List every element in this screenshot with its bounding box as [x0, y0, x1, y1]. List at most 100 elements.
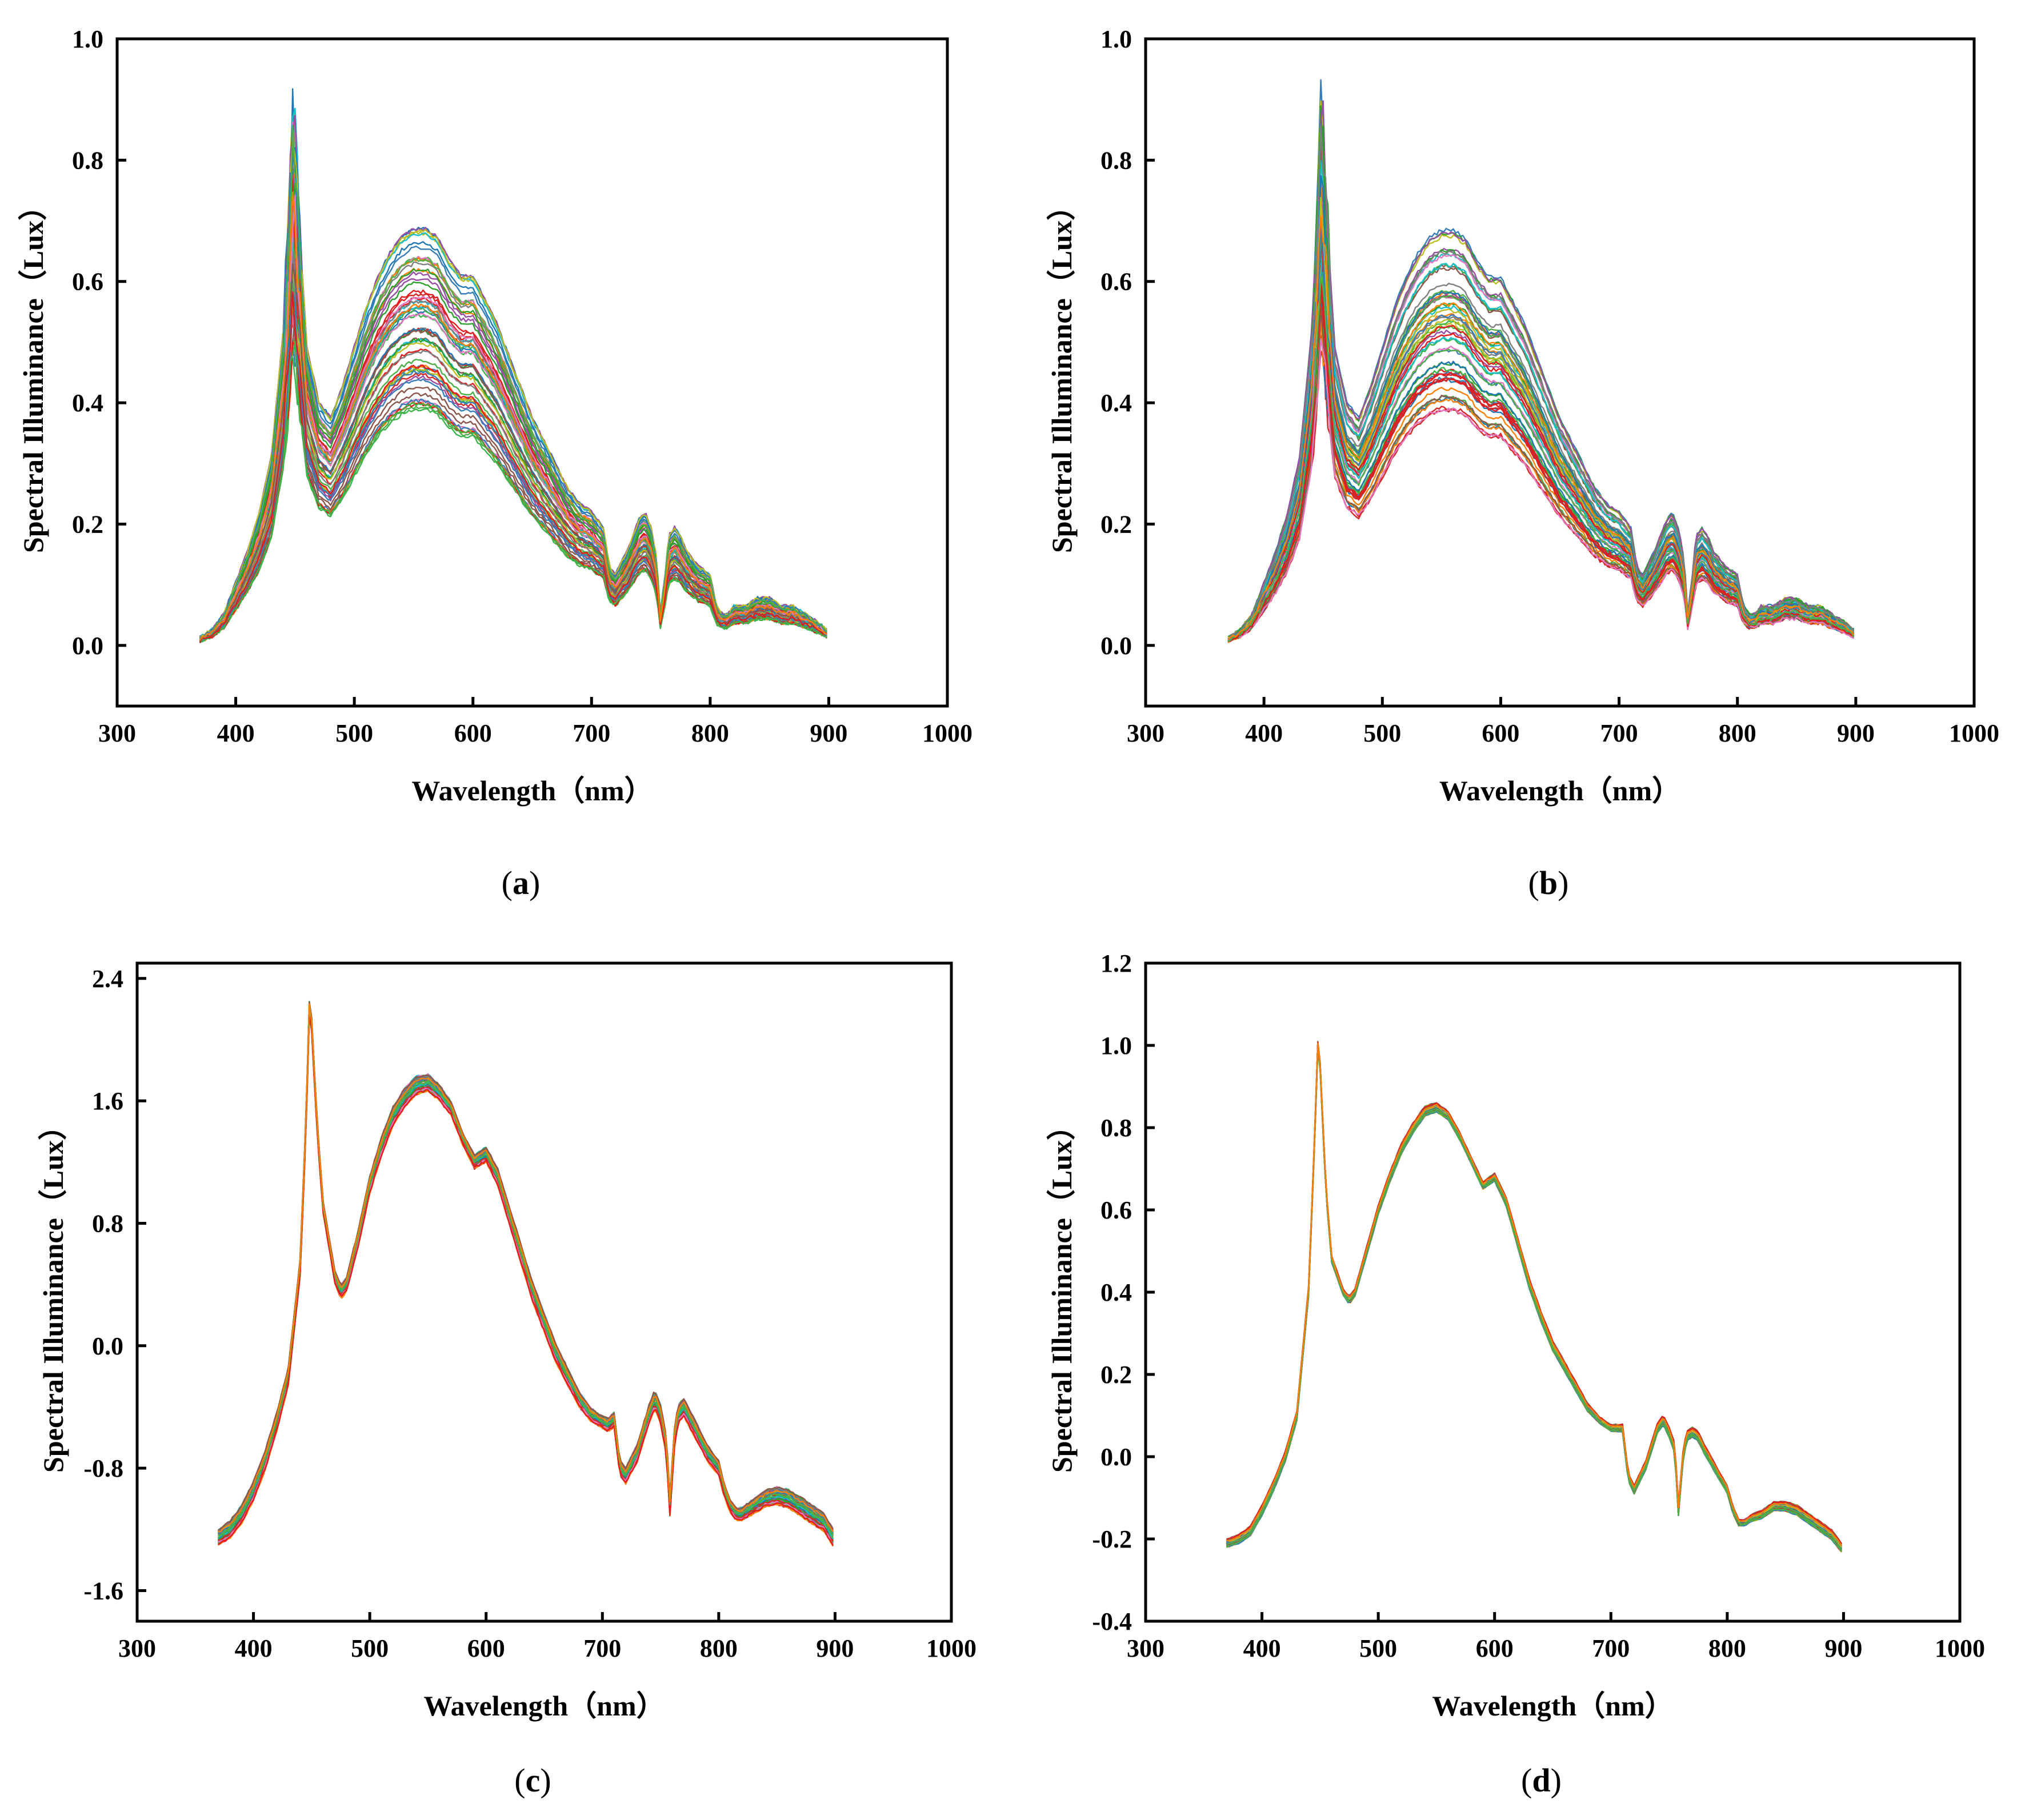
panel-a-frame: [115, 37, 949, 708]
panel-a-series-line: [199, 244, 827, 643]
panel-a-y-tick-label: 1.0: [72, 25, 103, 53]
panel-b-x-tick-label: 300: [1127, 719, 1164, 747]
panel-b-y-axis-title: Spectral Illuminance（Lux）: [1046, 192, 1078, 553]
panel-a-x-tick-label: 500: [335, 719, 373, 747]
panel-c-x-tick-label: 600: [467, 1634, 505, 1662]
panel-b-ticks: 300 400 500 600 700 800 900 1000 0.0 0.2 0.4 0.6 0.8…: [1100, 25, 1999, 747]
panel-d-y-tick-label: 0.6: [1100, 1196, 1132, 1224]
panel-a-y-tick-label: 0.8: [72, 146, 103, 174]
panel-b-y-tick-label: 0.0: [1100, 632, 1132, 660]
panel-c-y-tick-label: 2.4: [92, 965, 123, 993]
panel-b-x-tick-label: 900: [1837, 719, 1875, 747]
panel-c-x-tick-label: 700: [583, 1634, 621, 1662]
panel-c-x-axis-title: Wavelength（nm）: [423, 1690, 665, 1722]
panel-d-y-tick-label: 0.8: [1100, 1114, 1132, 1142]
panel-a-ticks: 300 400 500 600 700 800 900 1000 0.0 0.2 0.4 0.6 0.8…: [72, 25, 973, 747]
panel-d-curves: [1226, 1040, 1842, 1553]
panel-c-y-tick-label: 0.8: [92, 1209, 123, 1237]
panel-b-y-tick-label: 0.2: [1100, 510, 1132, 538]
panel-b-x-tick-label: 800: [1719, 719, 1756, 747]
panel-d-x-tick-label: 1000: [1935, 1634, 1985, 1662]
panel-d-x-tick-label: 600: [1476, 1634, 1514, 1662]
panel-d-x-tick-label: 400: [1243, 1634, 1281, 1662]
panel-d-y-tick-label: 0.2: [1100, 1361, 1132, 1389]
panel-d-caption: (d): [1521, 1762, 1562, 1799]
panel-b-series-line: [1227, 125, 1854, 640]
panel-b-series-line: [1227, 208, 1854, 639]
panel-d-y-tick-label: 0.0: [1100, 1443, 1132, 1471]
panel-a-series-line: [199, 340, 827, 643]
panel-a-y-tick-label: 0.2: [72, 510, 103, 538]
panel-c-x-tick-label: 1000: [926, 1634, 977, 1662]
panel-b-x-tick-label: 600: [1482, 719, 1519, 747]
panel-b-y-tick-label: 0.8: [1100, 146, 1132, 174]
panel-d-series-line: [1226, 1043, 1842, 1546]
panel-d-caption-letter: d: [1532, 1762, 1550, 1799]
panel-c-caption-letter: c: [526, 1762, 541, 1799]
panel-c-caption: (c): [514, 1762, 551, 1799]
panel-c-x-tick-label: 900: [816, 1634, 854, 1662]
panel-b-curves: [1227, 79, 1854, 643]
panel-a-series-line: [199, 125, 827, 640]
panel-d-y-tick-label: 1.0: [1100, 1032, 1132, 1060]
panel-c-y-tick-label: -0.8: [83, 1454, 123, 1482]
panel-b-series-line: [1227, 280, 1854, 642]
panel-d-y-tick-label: -0.2: [1092, 1525, 1132, 1553]
panel-a-x-tick-label: 800: [691, 719, 729, 747]
panel-d-y-tick-label: 0.4: [1100, 1278, 1132, 1306]
panel-b-plot-area: [1146, 39, 1974, 706]
panel-c: 300 400 500 600 700 800 900 1000 -1.6 -0.8 0.0 0.8 1…: [37, 961, 977, 1799]
panel-a-y-tick-label: 0.0: [72, 632, 103, 660]
panel-a-x-tick-label: 600: [454, 719, 492, 747]
panel-a-x-tick-label: 700: [573, 719, 610, 747]
panel-c-x-tick-label: 800: [700, 1634, 738, 1662]
panel-d: 300 400 500 600 700 800 900 1000 -0.4 -0.2 0.0 0.2 0…: [1046, 949, 1985, 1799]
panel-c-ticks: 300 400 500 600 700 800 900 1000 -1.6 -0.8 0.0 0.8 1…: [83, 965, 977, 1662]
panel-b-y-tick-label: 0.6: [1100, 268, 1132, 296]
panel-d-ticks: 300 400 500 600 700 800 900 1000 -0.4 -0.2 0.0 0.2 0…: [1092, 949, 1985, 1662]
panel-a-plot-area: [117, 39, 947, 706]
panel-b-x-axis-title: Wavelength（nm）: [1439, 775, 1680, 807]
panel-b-y-tick-label: 1.0: [1100, 25, 1132, 53]
panel-d-x-tick-label: 500: [1359, 1634, 1397, 1662]
panel-a-caption: (a): [502, 864, 541, 901]
panel-a-caption-letter: a: [513, 864, 529, 901]
panel-c-x-tick-label: 500: [351, 1634, 389, 1662]
panel-a-x-tick-label: 900: [810, 719, 847, 747]
panel-a-x-tick-label: 300: [98, 719, 136, 747]
panel-c-y-tick-label: -1.6: [83, 1577, 123, 1605]
panel-b-caption-letter: b: [1539, 864, 1558, 901]
panel-d-y-tick-label: 1.2: [1100, 949, 1132, 977]
panel-c-x-tick-label: 300: [118, 1634, 156, 1662]
panel-a-x-tick-label: 400: [217, 719, 255, 747]
panel-c-y-tick-label: 1.6: [92, 1087, 123, 1115]
panel-d-x-tick-label: 800: [1708, 1634, 1746, 1662]
panel-b-frame: [1144, 37, 1976, 708]
panel-a-y-tick-label: 0.6: [72, 268, 103, 296]
panel-c-series-line: [218, 1003, 834, 1533]
panel-a-x-tick-label: 1000: [922, 719, 973, 747]
panel-b-x-tick-label: 500: [1363, 719, 1401, 747]
panel-c-frame: [135, 961, 953, 1623]
panel-d-y-tick-label: -0.4: [1092, 1607, 1132, 1635]
panel-b-x-tick-label: 700: [1600, 719, 1638, 747]
panel-a: 300 400 500 600 700 800 900 1000 0.0 0.2 0.4 0.6 0.8…: [17, 25, 973, 901]
panel-b-series-line: [1227, 215, 1854, 640]
panel-d-x-tick-label: 300: [1127, 1634, 1164, 1662]
panel-b-x-tick-label: 1000: [1949, 719, 1999, 747]
panel-d-y-axis-title: Spectral Illuminance（Lux）: [1046, 1112, 1078, 1473]
panel-a-x-axis-title: Wavelength（nm）: [411, 775, 653, 807]
panel-a-series-line: [199, 291, 827, 643]
panel-c-x-tick-label: 400: [235, 1634, 273, 1662]
panel-d-plot-area: [1146, 963, 1960, 1621]
panel-c-curves: [218, 1000, 834, 1547]
panel-b-series-line: [1227, 279, 1854, 642]
panel-a-y-tick-label: 0.4: [72, 389, 103, 417]
panel-d-x-axis-title: Wavelength（nm）: [1432, 1690, 1673, 1722]
panel-c-y-tick-label: 0.0: [92, 1332, 123, 1360]
panel-b-y-tick-label: 0.4: [1100, 389, 1132, 417]
panel-d-x-tick-label: 700: [1592, 1634, 1630, 1662]
panel-b: 300 400 500 600 700 800 900 1000 0.0 0.2 0.4 0.6 0.8…: [1046, 25, 1999, 901]
panel-b-x-tick-label: 400: [1245, 719, 1283, 747]
